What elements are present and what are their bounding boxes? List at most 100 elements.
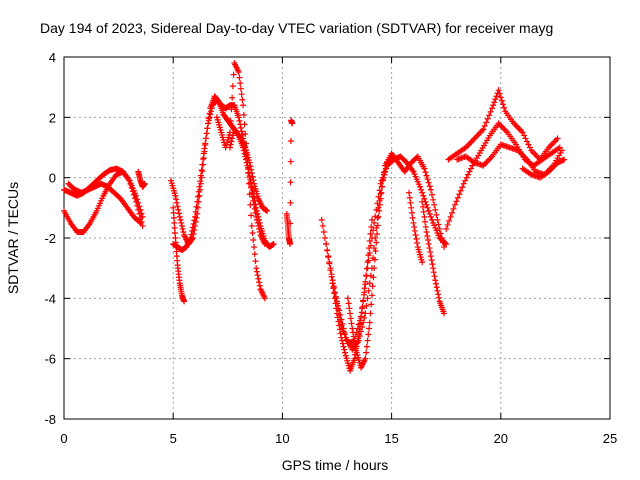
data-point [355, 331, 362, 338]
data-point [129, 188, 136, 195]
data-point [253, 204, 260, 211]
series-arc-5f [406, 189, 426, 266]
data-point [421, 165, 428, 172]
data-point [139, 222, 146, 229]
data-point [347, 315, 354, 322]
data-point [270, 241, 277, 248]
data-point [240, 111, 247, 118]
data-point [331, 290, 338, 297]
data-point [200, 150, 207, 157]
data-point [360, 319, 367, 326]
data-point [208, 108, 215, 115]
data-point [427, 249, 434, 256]
data-point [437, 230, 444, 237]
data-point [126, 177, 133, 184]
data-point [336, 326, 343, 333]
data-point [256, 279, 263, 286]
data-point [137, 219, 144, 226]
data-point [487, 108, 494, 115]
series-arc-4 [283, 117, 296, 248]
data-point [206, 114, 213, 121]
data-point [435, 294, 442, 301]
data-point [373, 239, 380, 246]
series-arc-5e [419, 198, 448, 317]
data-point [235, 69, 242, 76]
data-point [421, 195, 428, 202]
data-point [342, 349, 349, 356]
data-point [350, 333, 357, 340]
data-point [434, 216, 441, 223]
data-point [411, 227, 418, 234]
data-point [365, 287, 372, 294]
data-point [368, 292, 375, 299]
data-point [256, 219, 263, 226]
data-point [558, 147, 565, 154]
data-point [254, 210, 261, 217]
data-point [324, 247, 331, 254]
data-point [176, 213, 183, 220]
data-point [255, 275, 262, 282]
data-point [256, 282, 263, 289]
data-point [240, 102, 247, 109]
data-point [251, 194, 258, 201]
data-point [287, 158, 294, 165]
data-point [436, 225, 443, 232]
data-point [332, 300, 339, 307]
data-point [374, 214, 381, 221]
data-point [441, 310, 448, 317]
data-point [261, 295, 268, 302]
data-point [331, 289, 338, 296]
data-point [238, 128, 245, 135]
data-point [428, 257, 435, 264]
data-point [431, 273, 438, 280]
series-arc-3a [168, 93, 271, 248]
data-point [287, 199, 294, 206]
data-point [230, 71, 237, 78]
data-point [454, 194, 461, 201]
data-point [200, 156, 207, 163]
data-point [434, 287, 441, 294]
data-point [426, 245, 433, 252]
data-point [202, 140, 209, 147]
data-point [483, 119, 490, 126]
data-point [495, 87, 502, 94]
data-point [207, 111, 214, 118]
data-point [427, 186, 434, 193]
data-point [352, 341, 359, 348]
data-point [423, 172, 430, 179]
data-point [253, 268, 260, 275]
data-point [198, 167, 205, 174]
data-point [430, 269, 437, 276]
data-point [359, 303, 366, 310]
data-point [177, 216, 184, 223]
data-point [250, 190, 257, 197]
x-tick-label: 15 [384, 431, 398, 446]
data-point [341, 346, 348, 353]
y-tick-label: -6 [44, 352, 56, 367]
data-point [249, 229, 256, 236]
series-arc-6a [443, 120, 563, 232]
data-point [363, 302, 370, 309]
data-point [327, 267, 334, 274]
data-point [240, 147, 247, 154]
data-point [190, 220, 197, 227]
data-point [181, 298, 188, 305]
data-point [382, 165, 389, 172]
data-point [196, 183, 203, 190]
data-point [424, 232, 431, 239]
data-point [229, 94, 236, 101]
data-point [367, 310, 374, 317]
data-point [456, 191, 463, 198]
data-point [237, 85, 244, 92]
data-point [443, 241, 450, 248]
data-point [408, 204, 415, 211]
data-point [433, 284, 440, 291]
data-point [375, 213, 382, 220]
data-point [498, 97, 505, 104]
data-point [378, 189, 385, 196]
data-point [423, 228, 430, 235]
data-point [457, 187, 464, 194]
data-point [208, 105, 215, 112]
data-point [171, 219, 178, 226]
data-point [134, 202, 141, 209]
